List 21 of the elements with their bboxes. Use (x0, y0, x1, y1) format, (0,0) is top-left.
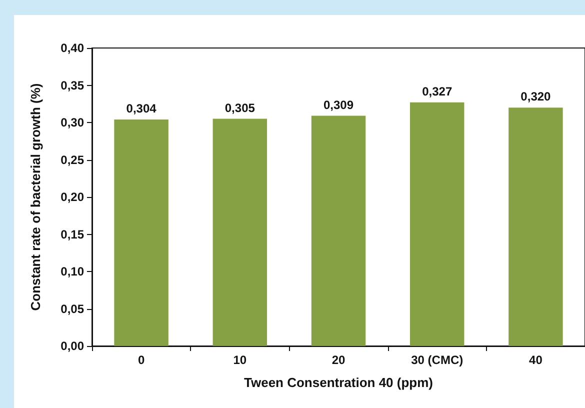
x-axis-title: Tween Consentration 40 (ppm) (244, 375, 433, 390)
data-label: 0,320 (520, 90, 552, 104)
x-tick-label: 20 (332, 353, 346, 367)
y-tick-label: 0,10 (60, 264, 84, 278)
x-tick-label: 40 (529, 353, 543, 367)
y-tick-label: 0,00 (60, 339, 84, 353)
y-tick-label: 0,15 (60, 227, 84, 242)
x-tick-label: 30 (CMC) (411, 353, 464, 367)
y-tick-label: 0,20 (60, 190, 84, 204)
data-label: 0,305 (224, 100, 256, 115)
y-tick-label: 0,30 (60, 116, 84, 130)
data-label: 0,304 (126, 102, 157, 116)
y-tick-label: 0,25 (60, 152, 84, 167)
y-tick-label: 0,05 (60, 302, 84, 316)
data-label: 0,327 (422, 84, 452, 98)
x-tick-label: 10 (233, 353, 247, 367)
y-tick-label: 0,35 (60, 78, 84, 92)
y-tick-label: 0,40 (60, 41, 84, 55)
data-label: 0,309 (323, 98, 354, 112)
y-axis-title: Constant rate of bacterial growth (%) (28, 83, 43, 311)
x-tick-label: 0 (138, 353, 145, 367)
